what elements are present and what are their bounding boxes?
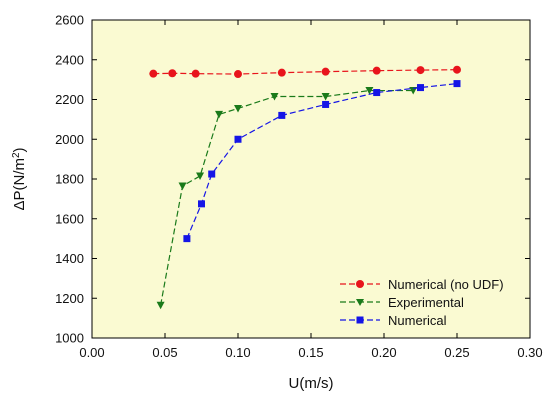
data-point-experimental xyxy=(234,104,242,113)
legend-label-experimental: Experimental xyxy=(388,295,464,310)
y-tick-label: 2200 xyxy=(55,92,84,107)
legend: Numerical (no UDF) Experimental Numerica… xyxy=(340,277,504,328)
x-tick-label: 0.30 xyxy=(517,345,542,360)
y-axis-title-close: ) xyxy=(11,147,28,152)
x-tick-label: 0.20 xyxy=(371,345,396,360)
y-tick-label: 1000 xyxy=(55,331,84,346)
y-axis-title-main: ΔP(N/m xyxy=(11,158,28,211)
y-axis-title: ΔP(N/m2) xyxy=(11,147,29,210)
data-point-experimental xyxy=(215,110,224,119)
data-point-numerical xyxy=(183,235,191,243)
data-point-experimental xyxy=(321,93,330,101)
data-point-numerical-no-udf xyxy=(453,65,461,74)
y-axis-title-superscript: 2 xyxy=(11,152,22,158)
y-tick-label: 1400 xyxy=(55,251,84,266)
series-experimental xyxy=(156,87,418,310)
data-point-experimental xyxy=(409,87,418,95)
y-axis: 1000 1200 1400 1600 1800 2000 2200 2400 2600 xyxy=(55,13,530,346)
data-point-numerical xyxy=(198,200,205,208)
data-point-numerical-no-udf xyxy=(234,70,242,79)
data-point-experimental xyxy=(178,182,187,190)
y-tick-label: 1800 xyxy=(55,172,84,187)
x-tick-label: 0.05 xyxy=(152,345,177,360)
y-tick-label: 1200 xyxy=(55,291,84,306)
data-point-experimental xyxy=(365,87,374,95)
data-point-numerical xyxy=(234,135,242,143)
x-tick-label: 0.25 xyxy=(444,345,469,360)
legend-label-numerical-no-udf: Numerical (no UDF) xyxy=(388,277,504,292)
x-tick-label: 0.15 xyxy=(298,345,323,360)
series-numerical-no-udf xyxy=(149,65,461,79)
x-tick-label: 0.00 xyxy=(79,345,104,360)
data-point-numerical xyxy=(417,84,424,92)
series-layer xyxy=(149,65,461,310)
data-point-numerical-no-udf xyxy=(149,69,158,78)
y-tick-label: 2000 xyxy=(55,132,84,147)
data-point-experimental xyxy=(196,172,205,181)
y-tick-label: 2400 xyxy=(55,52,84,67)
y-tick-label: 2600 xyxy=(55,13,84,28)
data-point-numerical-no-udf xyxy=(277,68,286,77)
data-point-numerical-no-udf xyxy=(416,66,425,75)
legend-label-numerical: Numerical xyxy=(388,313,447,328)
data-point-numerical xyxy=(322,100,330,108)
legend-marker-numerical xyxy=(356,316,364,324)
data-point-numerical xyxy=(208,170,216,178)
legend-marker-experimental xyxy=(356,299,364,306)
data-point-numerical xyxy=(373,89,381,97)
data-point-numerical-no-udf xyxy=(191,69,200,78)
legend-entry-numerical-no-udf: Numerical (no UDF) xyxy=(340,277,504,292)
y-tick-label: 1600 xyxy=(55,211,84,226)
legend-marker-numerical-no-udf xyxy=(356,280,364,288)
series-numerical xyxy=(183,80,461,243)
data-point-experimental xyxy=(156,301,165,310)
data-point-experimental xyxy=(270,93,279,101)
data-point-numerical xyxy=(453,80,461,88)
legend-entry-numerical: Numerical xyxy=(340,313,447,328)
data-point-numerical-no-udf xyxy=(168,69,177,78)
data-point-numerical xyxy=(278,111,286,119)
x-tick-label: 0.10 xyxy=(225,345,250,360)
x-axis-title: U(m/s) xyxy=(289,375,334,392)
data-point-numerical-no-udf xyxy=(321,67,330,76)
x-axis: 0.00 0.05 0.10 0.15 0.20 0.25 0.30 xyxy=(79,20,543,360)
legend-entry-experimental: Experimental xyxy=(340,295,464,310)
data-point-numerical-no-udf xyxy=(372,66,381,75)
